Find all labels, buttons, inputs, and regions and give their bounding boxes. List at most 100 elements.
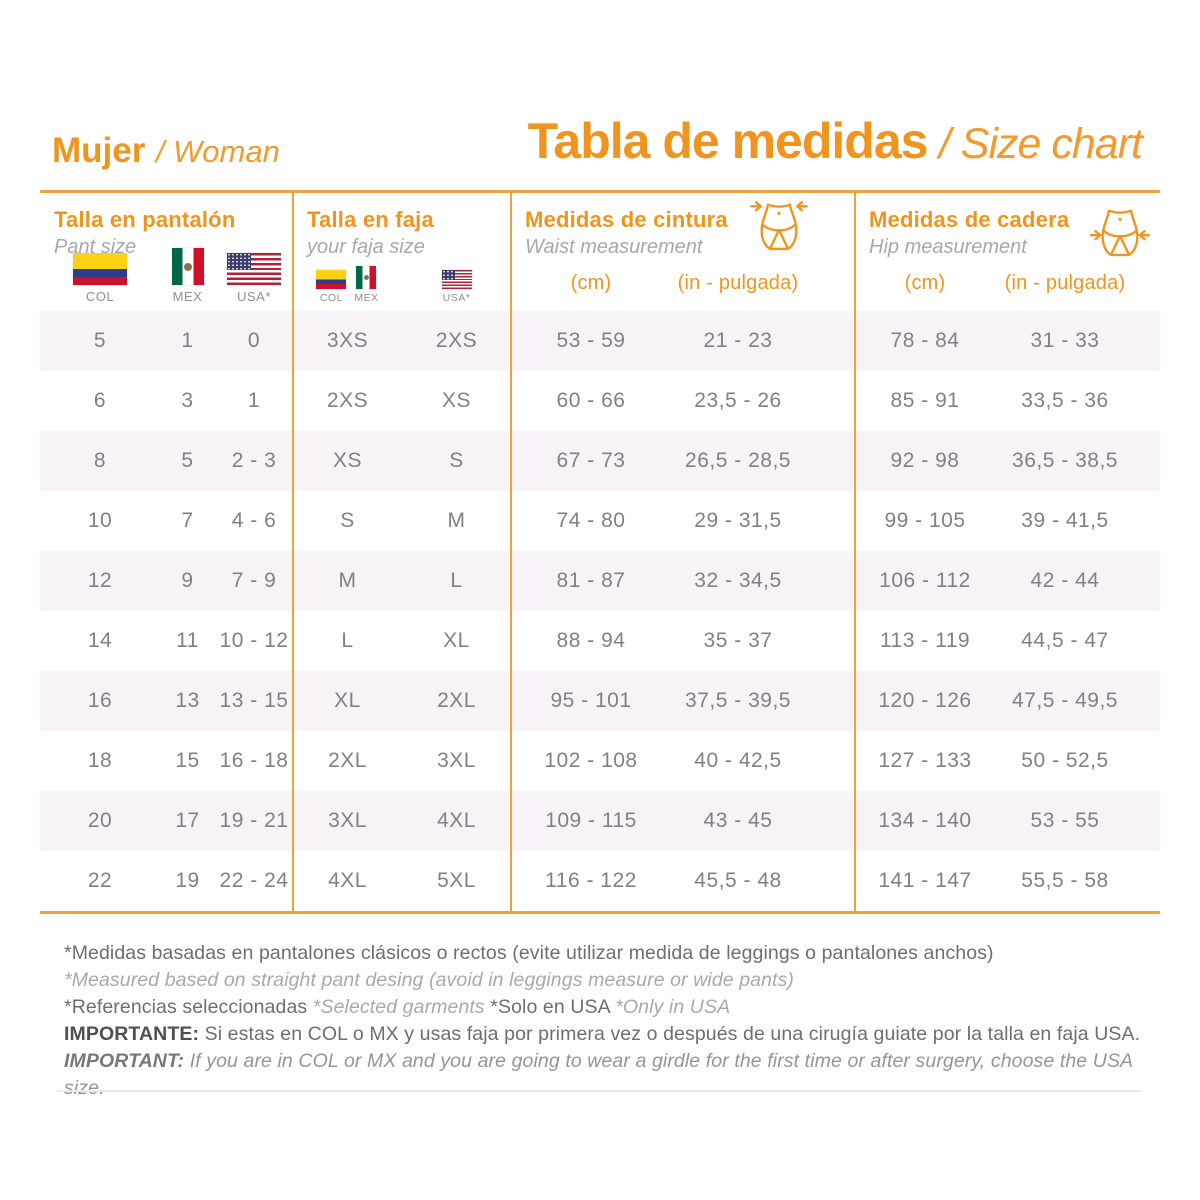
cell-pant-mex: 15 bbox=[175, 749, 200, 772]
cell-waist-in: 45,5 - 48 bbox=[694, 869, 782, 892]
cell-waist-cm: 116 - 122 bbox=[545, 869, 637, 892]
cell-hip-in: 31 - 33 bbox=[1030, 329, 1100, 352]
cell-waist-cm: 67 - 73 bbox=[556, 449, 626, 472]
cell-waist-in: 40 - 42,5 bbox=[694, 749, 782, 772]
cell-pant-col: 8 bbox=[93, 449, 107, 472]
table-row: 12 9 7 - 9 M L 81 - 87 32 - 34,5 106 - 1… bbox=[40, 551, 1160, 611]
cell-faja-usa: 3XL bbox=[437, 749, 476, 772]
cell-hip-cm: 113 - 119 bbox=[879, 629, 971, 652]
cell-waist-in: 26,5 - 28,5 bbox=[685, 449, 791, 472]
cell-faja-col-mex: 3XS bbox=[326, 329, 369, 352]
pant-size-title: Talla en pantalón bbox=[54, 207, 236, 232]
table-row: 5 1 0 3XS 2XS 53 - 59 21 - 23 78 - 84 31… bbox=[40, 311, 1160, 371]
column-divider bbox=[292, 193, 294, 911]
note-line-2: *Measured based on straight pant desing … bbox=[64, 969, 795, 991]
table-header: Talla en pantalón Pant size COL MEX bbox=[40, 193, 1160, 311]
table-row: 18 15 16 - 18 2XL 3XL 102 - 108 40 - 42,… bbox=[40, 731, 1160, 791]
cell-hip-cm: 127 - 133 bbox=[878, 749, 972, 772]
cell-pant-usa: 1 bbox=[247, 389, 261, 412]
cell-pant-usa: 4 - 6 bbox=[231, 509, 277, 532]
cell-waist-cm: 74 - 80 bbox=[556, 509, 626, 532]
note-line-5: IMPORTANT: If you are in COL or MX and y… bbox=[64, 1050, 1133, 1099]
table-row: 8 5 2 - 3 XS S 67 - 73 26,5 - 28,5 92 - … bbox=[40, 431, 1160, 491]
cell-faja-usa: M bbox=[447, 509, 466, 532]
cell-pant-col: 5 bbox=[93, 329, 107, 352]
waist-subtitle: Waist measurement bbox=[525, 236, 703, 258]
cell-pant-col: 20 bbox=[87, 809, 113, 832]
cell-hip-cm: 78 - 84 bbox=[890, 329, 960, 352]
usa-flag bbox=[441, 270, 472, 289]
cell-pant-col: 18 bbox=[87, 749, 113, 772]
hip-title: Medidas de cadera bbox=[869, 207, 1070, 232]
table-row: 20 17 19 - 21 3XL 4XL 109 - 115 43 - 45 … bbox=[40, 791, 1160, 851]
page-title-en: / Size chart bbox=[938, 120, 1143, 168]
note-line-4: IMPORTANTE: Si estas en COL o MX y usas … bbox=[64, 1023, 1141, 1045]
size-table-body: 5 1 0 3XS 2XS 53 - 59 21 - 23 78 - 84 31… bbox=[40, 311, 1160, 911]
cell-faja-col-mex: S bbox=[340, 509, 355, 532]
cell-waist-cm: 60 - 66 bbox=[556, 389, 626, 412]
gender-title-es: Mujer bbox=[52, 131, 146, 170]
waist-measure-icon bbox=[749, 199, 809, 253]
column-divider bbox=[854, 193, 856, 911]
flag-label-col: COL bbox=[319, 292, 343, 304]
pant-mex-flag-cell: MEX bbox=[160, 248, 215, 304]
cell-waist-in: 29 - 31,5 bbox=[694, 509, 782, 532]
cell-pant-mex: 7 bbox=[181, 509, 194, 532]
cell-hip-cm: 134 - 140 bbox=[878, 809, 972, 832]
cell-hip-in: 55,5 - 58 bbox=[1021, 869, 1109, 892]
cell-hip-cm: 106 - 112 bbox=[879, 569, 971, 592]
cell-pant-mex: 5 bbox=[181, 449, 194, 472]
hip-measure-icon bbox=[1090, 205, 1150, 259]
pant-usa-flag-cell: USA* bbox=[215, 253, 293, 304]
cell-pant-mex: 19 bbox=[175, 869, 200, 892]
cell-faja-usa: XS bbox=[441, 389, 471, 412]
footnotes: *Medidas basadas en pantalones clásicos … bbox=[64, 940, 1154, 1102]
cell-pant-col: 10 bbox=[87, 509, 113, 532]
colombia-flag bbox=[316, 270, 347, 289]
header-pant-size: Talla en pantalón Pant size COL MEX bbox=[40, 193, 293, 311]
cell-pant-col: 6 bbox=[93, 389, 107, 412]
cell-waist-cm: 95 - 101 bbox=[550, 689, 632, 712]
cell-faja-col-mex: 2XL bbox=[328, 749, 367, 772]
cell-faja-col-mex: 2XS bbox=[326, 389, 369, 412]
note-line-3: *Referencias seleccionadas *Selected gar… bbox=[64, 996, 731, 1018]
cell-waist-in: 21 - 23 bbox=[703, 329, 773, 352]
hip-unit-in: (in - pulgada) bbox=[1004, 272, 1126, 294]
cell-waist-cm: 81 - 87 bbox=[556, 569, 626, 592]
cell-pant-mex: 17 bbox=[175, 809, 200, 832]
waist-title: Medidas de cintura bbox=[525, 207, 728, 232]
faja-flags-row: COL MEX USA* bbox=[293, 266, 511, 304]
column-divider bbox=[510, 193, 512, 911]
cell-hip-in: 44,5 - 47 bbox=[1021, 629, 1109, 652]
cell-hip-in: 53 - 55 bbox=[1030, 809, 1100, 832]
cell-waist-cm: 88 - 94 bbox=[556, 629, 626, 652]
cell-hip-in: 33,5 - 36 bbox=[1021, 389, 1109, 412]
cell-hip-in: 50 - 52,5 bbox=[1021, 749, 1109, 772]
cell-faja-usa: 5XL bbox=[437, 869, 476, 892]
cell-hip-cm: 92 - 98 bbox=[890, 449, 960, 472]
cell-pant-col: 12 bbox=[87, 569, 113, 592]
flag-label-mex: MEX bbox=[172, 289, 203, 304]
cell-waist-cm: 53 - 59 bbox=[556, 329, 626, 352]
cell-faja-col-mex: XL bbox=[334, 689, 361, 712]
cell-hip-in: 39 - 41,5 bbox=[1021, 509, 1109, 532]
cell-faja-col-mex: 4XL bbox=[328, 869, 367, 892]
cell-pant-usa: 16 - 18 bbox=[219, 749, 289, 772]
usa-flag bbox=[227, 253, 281, 285]
cell-pant-usa: 10 - 12 bbox=[219, 629, 289, 652]
gender-title-en: / Woman bbox=[155, 134, 280, 169]
cell-pant-mex: 1 bbox=[181, 329, 194, 352]
faja-size-title: Talla en faja bbox=[307, 207, 434, 232]
cell-faja-usa: L bbox=[450, 569, 463, 592]
table-row: 16 13 13 - 15 XL 2XL 95 - 101 37,5 - 39,… bbox=[40, 671, 1160, 731]
cell-hip-cm: 99 - 105 bbox=[884, 509, 966, 532]
cell-faja-col-mex: XS bbox=[332, 449, 362, 472]
cell-faja-col-mex: 3XL bbox=[328, 809, 367, 832]
hip-subtitle: Hip measurement bbox=[869, 236, 1027, 258]
flag-label-usa: USA* bbox=[237, 289, 271, 304]
table-row: 10 7 4 - 6 S M 74 - 80 29 - 31,5 99 - 10… bbox=[40, 491, 1160, 551]
cell-faja-usa: S bbox=[449, 449, 464, 472]
cell-pant-mex: 3 bbox=[181, 389, 194, 412]
cell-faja-col-mex: M bbox=[338, 569, 357, 592]
